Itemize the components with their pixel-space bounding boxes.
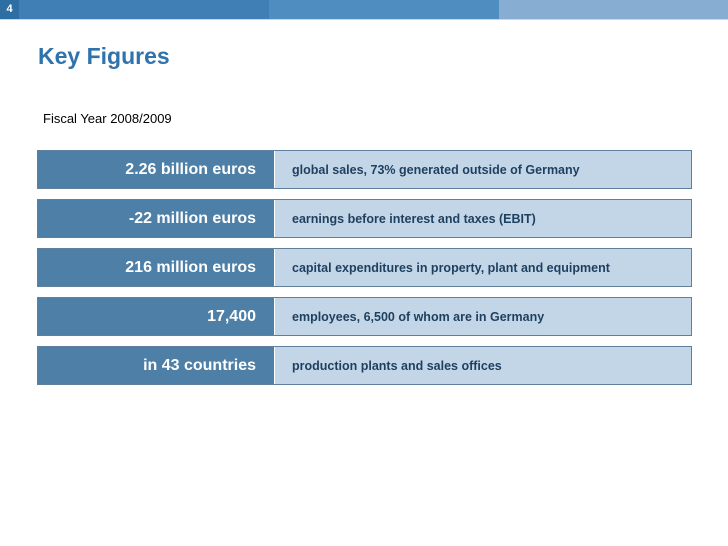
key-figure-row-ebit: -22 million euros earnings before intere… — [37, 199, 692, 238]
key-figure-value: 216 million euros — [38, 249, 275, 286]
key-figure-description: production plants and sales offices — [275, 347, 691, 384]
top-bar-segment-3 — [499, 0, 728, 19]
header-divider — [0, 19, 728, 20]
key-figure-description: capital expenditures in property, plant … — [275, 249, 691, 286]
key-figure-row-sales: 2.26 billion euros global sales, 73% gen… — [37, 150, 692, 189]
key-figure-value: 2.26 billion euros — [38, 151, 275, 188]
slide-number: 4 — [6, 3, 13, 15]
page-title: Key Figures — [38, 43, 170, 69]
key-figure-description: global sales, 73% generated outside of G… — [275, 151, 691, 188]
key-figure-row-capex: 216 million euros capital expenditures i… — [37, 248, 692, 287]
top-bar-number-segment — [0, 0, 19, 19]
key-figure-description: earnings before interest and taxes (EBIT… — [275, 200, 691, 237]
key-figure-value: -22 million euros — [38, 200, 275, 237]
fiscal-year-label: Fiscal Year 2008/2009 — [43, 111, 172, 126]
key-figure-value: in 43 countries — [38, 347, 275, 384]
top-bar-segment-2 — [269, 0, 499, 19]
key-figure-row-employees: 17,400 employees, 6,500 of whom are in G… — [37, 297, 692, 336]
key-figure-row-countries: in 43 countries production plants and sa… — [37, 346, 692, 385]
key-figure-description: employees, 6,500 of whom are in Germany — [275, 298, 691, 335]
key-figure-value: 17,400 — [38, 298, 275, 335]
top-bar: 4 — [0, 0, 728, 19]
top-bar-segment-1 — [19, 0, 269, 19]
